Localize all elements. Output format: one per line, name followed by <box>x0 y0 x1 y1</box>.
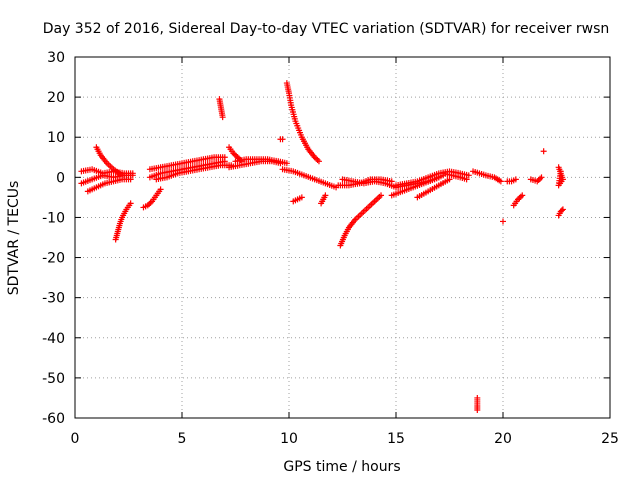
data-point <box>538 174 545 181</box>
data-point <box>500 218 506 225</box>
data-point <box>388 178 395 185</box>
data-point <box>315 158 322 165</box>
x-tick-label: 0 <box>71 431 80 447</box>
y-tick-label: -10 <box>42 210 65 226</box>
data-point <box>221 154 228 161</box>
data-point <box>127 200 134 207</box>
x-tick-label: 20 <box>494 431 512 447</box>
y-tick-label: -30 <box>42 291 65 307</box>
y-tick-label: 30 <box>47 50 65 66</box>
y-tick-label: -50 <box>42 371 65 387</box>
data-point <box>279 136 286 143</box>
y-tick-label: -60 <box>42 411 65 427</box>
x-axis-label: GPS time / hours <box>283 459 400 475</box>
data-point <box>322 192 329 199</box>
y-tick-label: -40 <box>42 331 65 347</box>
data-points <box>78 80 566 413</box>
data-point <box>559 206 566 213</box>
y-tick-label: 20 <box>47 90 65 106</box>
data-point <box>157 186 164 193</box>
data-point <box>378 192 385 199</box>
data-point <box>474 406 481 413</box>
data-point <box>557 168 564 175</box>
data-point <box>512 176 519 183</box>
chart-title: Day 352 of 2016, Sidereal Day-to-day VTE… <box>43 21 610 37</box>
data-point <box>219 114 226 121</box>
x-tick-label: 15 <box>387 431 405 447</box>
data-point <box>298 194 305 201</box>
data-point <box>497 178 504 185</box>
data-point <box>519 192 526 199</box>
x-tick-label: 10 <box>280 431 298 447</box>
axis-ticks: 0 5 10 15 20 25 30 20 10 0 -10 -20 -30 -40 -50 -60 <box>42 50 619 447</box>
data-point <box>558 207 565 214</box>
data-point <box>283 160 290 167</box>
data-point <box>119 172 126 179</box>
y-tick-label: 0 <box>56 170 65 186</box>
data-point <box>465 172 472 179</box>
y-axis-label: SDTVAR / TECUs <box>6 181 22 296</box>
grid <box>75 57 610 418</box>
data-point <box>129 170 136 177</box>
plot-frame <box>74 56 611 419</box>
x-tick-label: 25 <box>601 431 619 447</box>
data-point <box>540 148 547 155</box>
y-tick-label: -20 <box>42 251 65 267</box>
data-point <box>127 176 134 183</box>
y-tick-label: 10 <box>47 130 65 146</box>
data-point <box>463 176 470 183</box>
x-tick-label: 5 <box>178 431 187 447</box>
